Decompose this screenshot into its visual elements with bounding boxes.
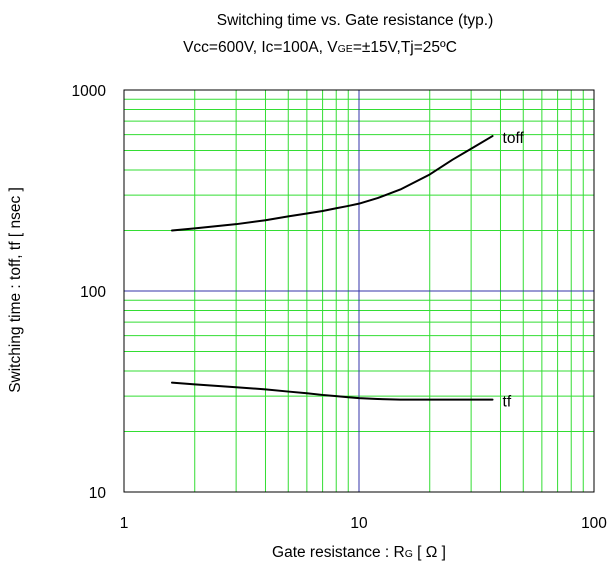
- series-line-toff: [170, 135, 494, 232]
- grid-lines: [124, 90, 594, 492]
- x-tick-label: 100: [581, 515, 607, 532]
- chart-conditions: Vcc=600V, Ic=100A, VGE=±15V,Tj=25ºC: [183, 39, 457, 56]
- chart-title: Switching time vs. Gate resistance (typ.…: [217, 12, 494, 29]
- series-line-tf: [170, 381, 494, 401]
- y-tick-label: 10: [89, 485, 107, 502]
- series-label-toff: toff: [503, 130, 525, 147]
- series-lines: toff tf: [170, 130, 525, 411]
- y-tick-label: 100: [80, 284, 106, 301]
- y-tick-label: 1000: [72, 83, 107, 100]
- x-axis-label: Gate resistance : RG [ Ω ]: [272, 544, 446, 561]
- x-tick-label: 1: [120, 515, 129, 532]
- x-tick-label: 10: [350, 515, 368, 532]
- tick-labels: 1 10 100 10 100 1000: [72, 83, 607, 532]
- series-label-tf: tf: [503, 394, 512, 411]
- plot-frame: [123, 89, 595, 493]
- y-axis-label: Switching time : toff, tf [ nsec ]: [7, 187, 24, 393]
